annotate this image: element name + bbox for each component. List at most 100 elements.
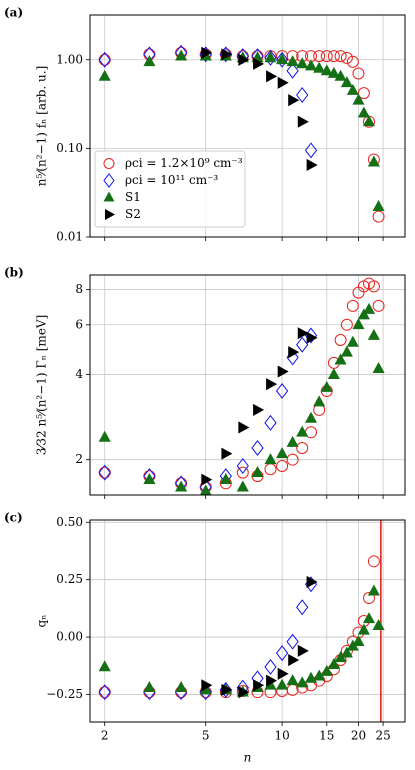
marker — [201, 679, 213, 692]
marker — [296, 599, 309, 616]
y-tick-label: 0.00 — [56, 630, 83, 644]
marker — [306, 158, 318, 172]
plot-frame — [89, 519, 406, 723]
marker — [221, 48, 233, 61]
x-axis-label: n — [244, 751, 252, 765]
marker — [362, 302, 376, 314]
marker — [296, 336, 309, 353]
marker — [296, 425, 309, 437]
legend-marker — [105, 209, 115, 220]
x-tick-label: 25 — [375, 729, 390, 743]
legend-marker — [103, 173, 115, 188]
marker — [296, 57, 309, 69]
marker — [264, 453, 277, 465]
marker — [327, 50, 340, 63]
marker — [340, 318, 353, 331]
marker — [277, 365, 289, 378]
marker — [313, 669, 326, 681]
marker — [327, 367, 340, 379]
marker — [286, 674, 299, 686]
marker — [175, 680, 188, 692]
marker — [277, 76, 289, 89]
x-tick-label: 20 — [351, 729, 366, 743]
marker — [372, 200, 385, 212]
y-tick-label: 0.10 — [56, 141, 83, 155]
marker — [340, 646, 353, 658]
marker — [313, 50, 326, 63]
legend: ρci = 1.2×10⁹ cm⁻³ ρci = 10¹¹ cm⁻³ S1 S2 — [94, 150, 246, 228]
marker — [288, 653, 300, 667]
marker — [296, 676, 309, 688]
marker — [236, 466, 249, 479]
marker — [253, 679, 265, 692]
marker — [236, 458, 249, 474]
marker — [296, 87, 309, 103]
marker — [313, 395, 326, 407]
y-tick-label: 0.01 — [56, 230, 83, 244]
marker — [98, 660, 111, 672]
marker — [304, 411, 318, 423]
marker — [334, 334, 347, 347]
y-tick-label: 1.00 — [56, 52, 83, 66]
y-tick-label: 0.25 — [56, 572, 83, 586]
marker — [346, 299, 359, 312]
panel: 2 5 10 15 20 25−0.250.000.250.50(c)qₙn — [4, 511, 406, 765]
marker — [340, 345, 353, 357]
marker — [334, 69, 347, 81]
marker — [275, 382, 289, 399]
marker — [367, 280, 380, 293]
panel: 0.01 0.10 1.00 (a) n⁵⁄(n²−1) fₙ [arb. u.] ρci… — [4, 6, 406, 244]
legend-marker — [103, 158, 115, 169]
marker — [264, 463, 277, 476]
marker — [304, 142, 318, 159]
marker — [277, 667, 289, 680]
legend-box — [94, 150, 246, 228]
x-tick-label: 2 — [101, 729, 109, 743]
marker — [288, 94, 300, 107]
marker — [221, 447, 233, 460]
marker — [264, 51, 277, 63]
marker — [253, 57, 265, 70]
marker — [98, 69, 111, 81]
marker — [346, 83, 359, 95]
plot-frame — [89, 14, 406, 238]
plot-frame — [89, 274, 406, 496]
legend-label: S1 — [125, 190, 141, 204]
marker — [98, 51, 111, 68]
legend-label: ρci = 1.2×10⁹ cm⁻³ — [125, 156, 243, 170]
marker — [143, 55, 156, 67]
y-tick-label: −0.25 — [46, 687, 83, 701]
marker — [327, 658, 340, 670]
marker — [266, 674, 278, 687]
marker — [286, 453, 299, 466]
marker — [367, 328, 380, 340]
y-axis-label: qₙ — [35, 615, 49, 628]
marker — [276, 459, 289, 472]
marker — [320, 64, 333, 76]
marker — [296, 441, 309, 454]
marker — [221, 683, 233, 696]
marker — [275, 645, 289, 662]
marker — [264, 414, 277, 431]
marker — [313, 61, 326, 73]
marker — [286, 633, 299, 650]
marker — [352, 635, 365, 647]
marker — [199, 484, 212, 496]
marker — [286, 55, 299, 67]
marker — [276, 678, 289, 690]
marker — [357, 308, 370, 320]
marker — [357, 87, 370, 100]
marker — [352, 93, 365, 105]
y-tick-label: 2 — [75, 452, 83, 466]
x-tick-label: 10 — [274, 729, 289, 743]
marker — [266, 378, 278, 391]
y-tick-label: 0.50 — [56, 515, 83, 529]
panel-label: (c) — [4, 511, 23, 525]
marker — [306, 575, 318, 589]
marker — [367, 584, 380, 596]
marker — [253, 403, 265, 416]
marker — [98, 684, 111, 701]
marker — [276, 447, 289, 459]
marker — [357, 106, 370, 118]
